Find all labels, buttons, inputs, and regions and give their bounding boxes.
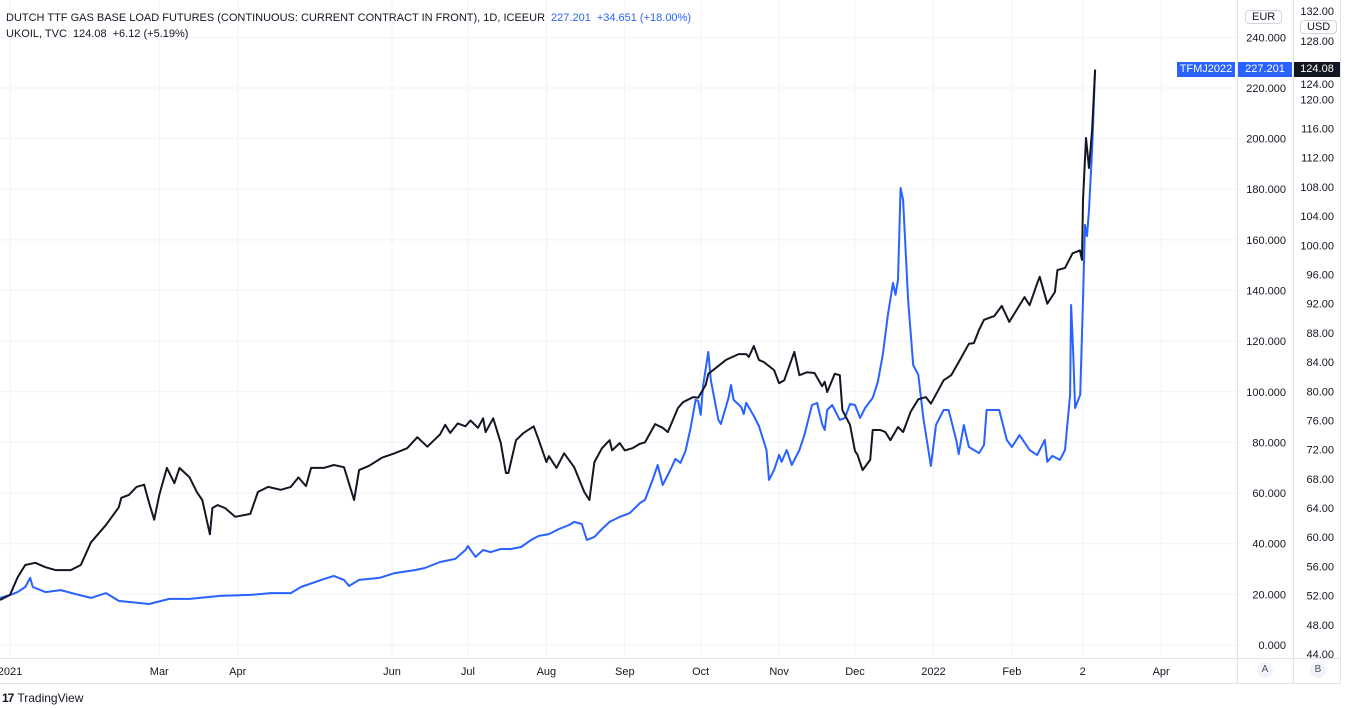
time-tick-label: Nov bbox=[769, 666, 789, 678]
time-tick-label: Sep bbox=[615, 666, 635, 678]
eur-currency-badge[interactable]: EUR bbox=[1245, 10, 1283, 24]
time-tick-label: Mar bbox=[150, 666, 169, 678]
usd-tick-label: 100.00 bbox=[1300, 240, 1334, 252]
usd-tick-label: 132.00 bbox=[1300, 6, 1334, 18]
eur-tick-label: 140.000 bbox=[1246, 286, 1286, 298]
usd-tick-label: 128.00 bbox=[1300, 36, 1334, 48]
eur-tick-label: 100.000 bbox=[1246, 387, 1286, 399]
legend-ttf-title: DUTCH TTF GAS BASE LOAD FUTURES (CONTINU… bbox=[6, 12, 546, 24]
time-tick-label: Dec bbox=[845, 666, 865, 678]
usd-tick-label: 60.00 bbox=[1306, 532, 1334, 544]
usd-tick-label: 92.00 bbox=[1306, 299, 1334, 311]
legend-row-ttf[interactable]: DUTCH TTF GAS BASE LOAD FUTURES (CONTINU… bbox=[6, 10, 691, 26]
usd-tick-label: 72.00 bbox=[1306, 445, 1334, 457]
ttf-price-tag: 227.201 bbox=[1238, 62, 1292, 77]
usd-tick-label: 124.00 bbox=[1300, 79, 1334, 91]
eur-tick-label: 240.000 bbox=[1246, 32, 1286, 44]
eur-tick-label: 160.000 bbox=[1246, 235, 1286, 247]
legend-ttf-value: 227.201 bbox=[551, 12, 591, 24]
usd-tick-label: 48.00 bbox=[1306, 620, 1334, 632]
legend-ukoil-title: UKOIL, TVC bbox=[6, 28, 67, 40]
time-tick-label: Feb bbox=[1002, 666, 1021, 678]
eur-tick-label: 180.000 bbox=[1246, 184, 1286, 196]
chart-legend: DUTCH TTF GAS BASE LOAD FUTURES (CONTINU… bbox=[6, 10, 691, 42]
tradingview-logo-icon: 17 bbox=[2, 691, 14, 705]
eur-tick-label: 200.000 bbox=[1246, 134, 1286, 146]
ukoil-price-tag: 124.08 bbox=[1294, 62, 1340, 77]
grid-lines bbox=[0, 0, 1237, 658]
tradingview-logo-text: TradingView bbox=[17, 691, 84, 705]
tradingview-logo[interactable]: 17 TradingView bbox=[2, 691, 83, 705]
eur-tick-label: 20.000 bbox=[1252, 589, 1286, 601]
time-tick-label: Apr bbox=[1153, 666, 1170, 678]
usd-tick-label: 116.00 bbox=[1301, 124, 1334, 136]
usd-tick-label: 52.00 bbox=[1306, 591, 1334, 603]
time-tick-label: 2021 bbox=[0, 666, 22, 678]
eur-tick-label: 40.000 bbox=[1252, 539, 1286, 551]
auto-scale-b-button[interactable]: B bbox=[1310, 662, 1326, 678]
usd-currency-badge[interactable]: USD bbox=[1300, 20, 1338, 34]
time-tick-label: Oct bbox=[692, 666, 709, 678]
usd-tick-label: 96.00 bbox=[1306, 270, 1334, 282]
time-tick-label: 2022 bbox=[921, 666, 945, 678]
legend-row-ukoil[interactable]: UKOIL, TVC 124.08 +6.12 (+5.19%) bbox=[6, 26, 691, 42]
ukoil-series-line bbox=[0, 69, 1097, 601]
usd-tick-label: 84.00 bbox=[1306, 357, 1334, 369]
usd-tick-label: 76.00 bbox=[1306, 415, 1334, 427]
time-tick-label: Jun bbox=[383, 666, 401, 678]
time-tick-label: Jul bbox=[461, 666, 475, 678]
time-tick-label: Aug bbox=[537, 666, 557, 678]
usd-tick-label: 80.00 bbox=[1306, 386, 1334, 398]
usd-tick-label: 104.00 bbox=[1300, 211, 1334, 223]
legend-ttf-change: +34.651 (+18.00%) bbox=[596, 12, 691, 24]
eur-tick-label: 80.000 bbox=[1252, 437, 1286, 449]
usd-tick-label: 120.00 bbox=[1300, 94, 1334, 106]
eur-tick-label: 0.000 bbox=[1258, 640, 1286, 652]
time-tick-label: Apr bbox=[229, 666, 246, 678]
legend-ukoil-value: 124.08 bbox=[72, 28, 107, 40]
usd-tick-label: 108.00 bbox=[1300, 182, 1334, 194]
usd-tick-label: 68.00 bbox=[1306, 474, 1334, 486]
symbol-tag: TFMJ2022 bbox=[1177, 62, 1235, 77]
usd-tick-label: 88.00 bbox=[1306, 328, 1334, 340]
usd-tick-label: 56.00 bbox=[1306, 561, 1334, 573]
usd-tick-label: 112.00 bbox=[1301, 153, 1334, 165]
ttf-series-line bbox=[0, 69, 1097, 605]
usd-tick-label: 44.00 bbox=[1306, 649, 1334, 661]
series-lines bbox=[0, 69, 1097, 605]
auto-scale-a-button[interactable]: A bbox=[1257, 662, 1273, 678]
eur-tick-label: 120.000 bbox=[1246, 336, 1286, 348]
time-tick-label: 2 bbox=[1080, 666, 1086, 678]
axes: 0.000 20.000 40.000 60.000 80.000 100.000 120.… bbox=[0, 0, 1341, 684]
eur-tick-label: 60.000 bbox=[1252, 488, 1286, 500]
eur-tick-label: 220.000 bbox=[1246, 83, 1286, 95]
legend-ukoil-change: +6.12 (+5.19%) bbox=[112, 28, 189, 40]
usd-tick-label: 64.00 bbox=[1306, 503, 1334, 515]
